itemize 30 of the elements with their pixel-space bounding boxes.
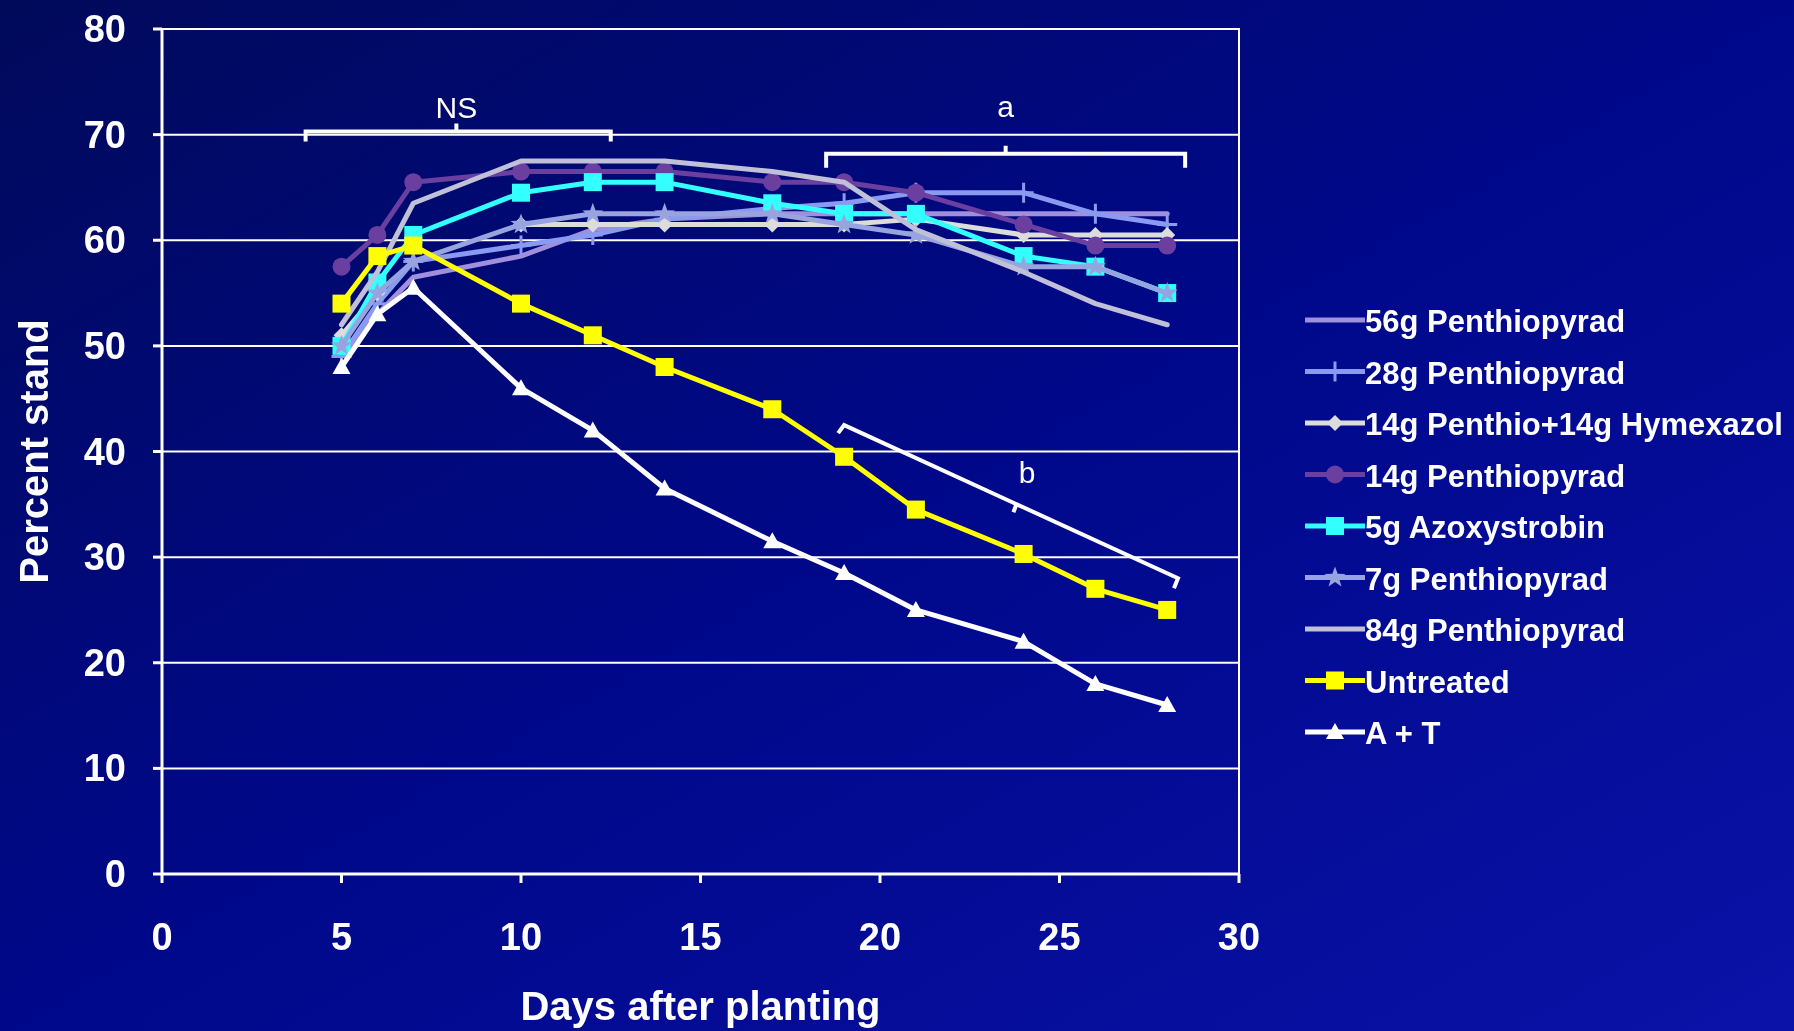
annotation: NS — [435, 91, 478, 125]
y-tick-label: 30 — [83, 536, 126, 579]
y-tick-label: 0 — [104, 853, 126, 895]
y-tick-label: 40 — [83, 430, 126, 473]
x-tick-label: 15 — [679, 916, 722, 958]
x-tick-label: 30 — [1217, 916, 1261, 958]
legend-label: 5g Azoxystrobin — [1365, 510, 1605, 545]
legend-label: 84g Penthiopyrad — [1365, 613, 1626, 648]
legend-label: 14g Penthiopyrad — [1365, 458, 1626, 494]
y-tick-label: 80 — [83, 8, 126, 50]
annotation: a — [997, 90, 1015, 124]
y-tick-label: 20 — [83, 641, 126, 684]
legend-label: 28g Penthiopyrad — [1365, 355, 1626, 391]
x-axis-title: Days after planting — [520, 984, 881, 1028]
x-tick-label: 10 — [499, 916, 543, 958]
x-tick-label: 0 — [151, 916, 173, 958]
annotation: b — [1018, 455, 1036, 489]
legend-label: 7g Penthiopyrad — [1365, 561, 1608, 597]
legend-label: A + T — [1365, 716, 1441, 751]
y-axis-title: Percent stand — [12, 319, 56, 584]
legend-label: 56g Penthiopyrad — [1365, 304, 1626, 339]
y-tick-label: 10 — [83, 747, 126, 790]
legend-label: 14g Penthio+14g Hymexazol — [1365, 407, 1783, 442]
legend-label: Untreated — [1365, 664, 1510, 700]
y-tick-label: 50 — [83, 324, 126, 367]
x-tick-label: 20 — [858, 916, 902, 958]
y-tick-label: 70 — [83, 113, 126, 156]
x-tick-label: 5 — [330, 916, 353, 958]
x-tick-label: 25 — [1038, 916, 1081, 958]
y-tick-label: 60 — [83, 219, 126, 262]
